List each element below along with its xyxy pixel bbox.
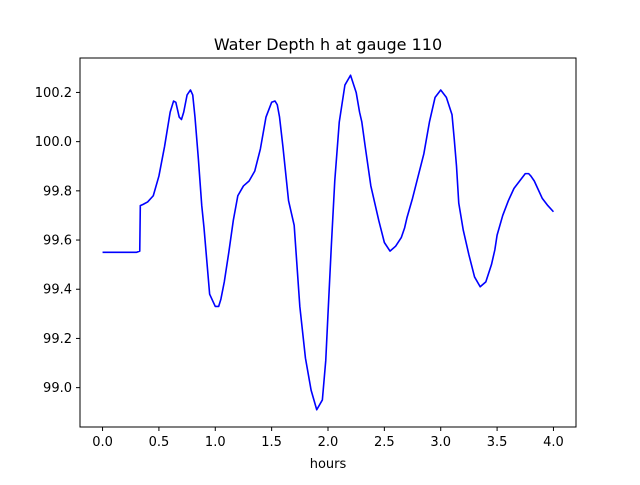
x-tick-label: 0.0	[92, 435, 113, 450]
x-tick-label: 2.5	[374, 435, 395, 450]
x-tick-label: 1.5	[261, 435, 282, 450]
y-tick-label: 100.2	[35, 86, 72, 101]
y-axis: 99.0 99.2 99.4 99.6 99.8 100.0 100.2	[35, 86, 80, 396]
plot-area	[102, 74, 555, 411]
y-tick-label: 99.0	[43, 381, 72, 396]
x-tick-label: 3.0	[430, 435, 451, 450]
y-tick-label: 99.8	[43, 184, 72, 199]
x-tick-label: 0.5	[149, 435, 170, 450]
series-line-0	[102, 74, 555, 411]
y-tick-label: 99.6	[43, 234, 72, 249]
x-axis-label: hours	[310, 457, 347, 472]
chart-title: Water Depth h at gauge 110	[214, 35, 442, 54]
x-tick-label: 1.0	[205, 435, 226, 450]
axes-frame	[79, 57, 577, 428]
x-tick-label: 2.0	[318, 435, 339, 450]
y-tick-label: 100.0	[35, 135, 72, 150]
x-tick-label: 4.0	[543, 435, 564, 450]
x-axis: 0.0 0.5 1.0 1.5 2.0 2.5 3.0 3.5 4.0	[92, 427, 564, 450]
y-tick-label: 99.2	[43, 332, 72, 347]
y-tick-label: 99.4	[43, 283, 72, 298]
x-tick-label: 3.5	[487, 435, 508, 450]
